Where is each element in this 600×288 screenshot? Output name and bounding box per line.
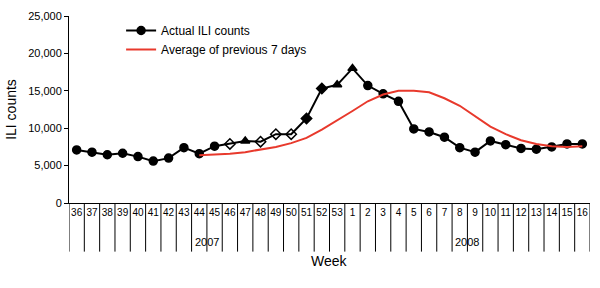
svg-text:9: 9 <box>472 207 478 218</box>
svg-text:48: 48 <box>255 207 267 218</box>
svg-text:7: 7 <box>442 207 448 218</box>
svg-text:53: 53 <box>332 207 344 218</box>
svg-text:5,000: 5,000 <box>34 159 62 171</box>
svg-text:46: 46 <box>224 207 236 218</box>
svg-text:37: 37 <box>86 207 98 218</box>
svg-text:20,000: 20,000 <box>28 47 62 59</box>
svg-text:8: 8 <box>457 207 463 218</box>
svg-text:14: 14 <box>546 207 558 218</box>
svg-text:10,000: 10,000 <box>28 122 62 134</box>
svg-text:ILI counts: ILI counts <box>3 79 19 140</box>
svg-text:11: 11 <box>501 207 512 218</box>
svg-text:16: 16 <box>577 207 589 218</box>
svg-text:2008: 2008 <box>455 236 479 248</box>
svg-text:6: 6 <box>426 207 432 218</box>
svg-text:15: 15 <box>561 207 573 218</box>
svg-text:47: 47 <box>240 207 252 218</box>
svg-text:12: 12 <box>515 207 527 218</box>
svg-text:43: 43 <box>178 207 190 218</box>
svg-text:42: 42 <box>163 207 175 218</box>
svg-text:52: 52 <box>316 207 328 218</box>
svg-text:45: 45 <box>209 207 221 218</box>
svg-text:5: 5 <box>411 207 417 218</box>
svg-text:Actual ILI counts: Actual ILI counts <box>161 24 250 38</box>
svg-text:25,000: 25,000 <box>28 10 62 22</box>
svg-text:Week: Week <box>311 253 348 269</box>
svg-text:4: 4 <box>396 207 402 218</box>
svg-text:49: 49 <box>270 207 282 218</box>
svg-text:41: 41 <box>148 207 160 218</box>
svg-text:1: 1 <box>350 207 356 218</box>
svg-text:Average of previous 7 days: Average of previous 7 days <box>161 43 306 57</box>
svg-text:0: 0 <box>56 197 62 209</box>
svg-text:2: 2 <box>365 207 371 218</box>
svg-text:50: 50 <box>286 207 298 218</box>
svg-text:38: 38 <box>102 207 114 218</box>
svg-text:13: 13 <box>531 207 543 218</box>
svg-text:10: 10 <box>485 207 497 218</box>
svg-text:36: 36 <box>71 207 83 218</box>
svg-text:51: 51 <box>301 207 313 218</box>
svg-text:39: 39 <box>117 207 129 218</box>
svg-text:3: 3 <box>380 207 386 218</box>
svg-text:40: 40 <box>132 207 144 218</box>
svg-text:15,000: 15,000 <box>28 85 62 97</box>
svg-text:44: 44 <box>194 207 206 218</box>
svg-text:2007: 2007 <box>195 236 219 248</box>
